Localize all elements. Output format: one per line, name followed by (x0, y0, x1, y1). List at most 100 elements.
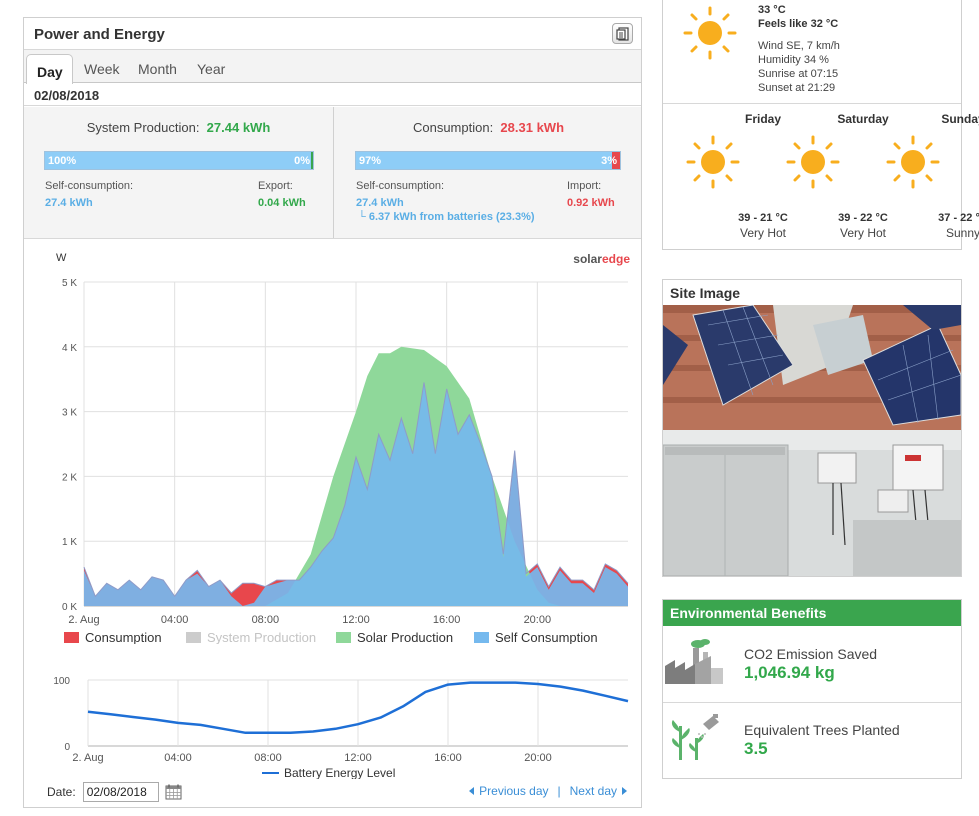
energy-summary: System Production: 27.44 kWh 100% 0% Sel… (24, 107, 641, 239)
import-label: Import: (567, 180, 602, 192)
production-summary: System Production: 27.44 kWh 100% 0% Sel… (24, 107, 334, 238)
legend-swatch-system-production (186, 632, 201, 643)
production-export-percent: 0% (294, 155, 310, 167)
y-tick-label: 3 K (62, 408, 77, 419)
power-energy-panel: Power and Energy Day Week Month Year 02/… (23, 17, 642, 808)
tab-year[interactable]: Year (197, 61, 226, 77)
sun-icon (786, 135, 840, 189)
co2-row: CO2 Emission Saved 1,046.94 kg (663, 626, 961, 703)
env-title: Environmental Benefits (663, 600, 961, 626)
solaredge-logo: solaredge (573, 252, 630, 266)
consumption-label: Consumption: (412, 120, 494, 135)
site-photo[interactable] (663, 305, 961, 576)
legend-swatch-consumption (64, 632, 79, 643)
site-image-title: Site Image (670, 285, 741, 301)
export-value: 0.04 kWh (258, 197, 306, 209)
site-image-panel: Site Image (662, 279, 962, 577)
battery-x-tick-label: 20:00 (524, 752, 552, 764)
wind: Wind SE, 7 km/h (758, 40, 840, 52)
consumption-value: 28.31 kWh (500, 120, 565, 135)
co2-value: 1,046.94 kg (744, 663, 835, 682)
forecast: Friday 39 - 21 °C Very Hot Saturday (663, 103, 979, 250)
factory-icon (665, 639, 723, 684)
self-consumption-area (84, 382, 628, 606)
weather-panel: 33 °C Feels like 32 °C Wind SE, 7 km/h H… (662, 0, 979, 250)
sunrise: Sunrise at 07:15 (758, 68, 839, 80)
selected-date: 02/08/2018 (34, 88, 100, 103)
humidity: Humidity 34 % (758, 54, 829, 66)
production-value: 27.44 kWh (206, 120, 271, 135)
panel-title: Power and Energy (34, 26, 165, 43)
consumption-self-value: 27.4 kWh (356, 197, 404, 209)
sun-icon (686, 135, 740, 189)
chart-legend: Consumption System Production Solar Prod… (64, 628, 624, 644)
y-tick-label: 4 K (62, 343, 77, 354)
consumption-self-label: Self-consumption: (356, 180, 445, 192)
export-document-icon (615, 26, 629, 41)
environmental-benefits-panel: Environmental Benefits CO2 Emission Save… (662, 599, 962, 779)
production-self-label: Self-consumption: (45, 180, 134, 192)
tab-day[interactable]: Day (26, 54, 73, 84)
consumption-line (83, 382, 629, 598)
legend-label-consumption: Consumption (85, 630, 162, 644)
tab-week[interactable]: Week (84, 61, 120, 77)
forecast-desc: Very Hot (739, 226, 787, 240)
date-picker-label: Date: (47, 785, 76, 799)
current-temp: 33 °C (758, 4, 786, 16)
date-input[interactable] (82, 782, 159, 802)
sun-icon (886, 135, 940, 189)
import-value: 0.92 kWh (567, 197, 615, 209)
consumption-bar: 97% 3% (355, 151, 621, 170)
battery-y-tick-label: 0 (64, 742, 70, 753)
period-tabs: Day Week Month Year (24, 50, 641, 84)
forecast-desc: Sunny (945, 226, 979, 240)
trees-label: Equivalent Trees Planted (744, 722, 900, 738)
battery-chart[interactable]: 0 100 2. Aug 04:00 08:00 12:00 16:00 20:00 Batte… (24, 654, 641, 779)
legend-consumption[interactable]: Consumption (64, 630, 162, 644)
forecast-temp: 39 - 22 °C (838, 212, 888, 224)
production-label: System Production: (86, 120, 200, 135)
forecast-temp: 39 - 21 °C (738, 212, 788, 224)
production-bar: 100% 0% (44, 151, 314, 170)
trees-value: 3.5 (744, 739, 768, 758)
battery-x-tick-label: 2. Aug (72, 752, 103, 764)
forecast-desc: Very Hot (839, 226, 887, 240)
production-export-segment (311, 152, 313, 169)
tab-month[interactable]: Month (138, 61, 177, 77)
panel-header: Power and Energy (24, 18, 641, 50)
battery-x-tick-label: 08:00 (254, 752, 282, 764)
battery-x-tick-label: 04:00 (164, 752, 192, 764)
battery-x-tick-label: 16:00 (434, 752, 462, 764)
consumption-self-percent: 97% (359, 155, 382, 167)
x-tick-label: 20:00 (524, 614, 552, 626)
y-axis-unit: W (56, 252, 67, 264)
next-day-link[interactable]: Next day (569, 784, 617, 798)
production-title: System Production: 27.44 kWh (24, 120, 333, 135)
battery-level-line (87, 681, 629, 735)
legend-solar-production[interactable]: Solar Production (336, 630, 453, 644)
consumption-import-percent: 3% (601, 155, 617, 167)
battery-y-tick-label: 100 (53, 676, 70, 687)
x-tick-label: 16:00 (433, 614, 461, 626)
date-row: 02/08/2018 (24, 84, 641, 106)
production-self-value: 27.4 kWh (45, 197, 93, 209)
legend-system-production[interactable]: System Production (186, 630, 316, 644)
export-button[interactable] (612, 23, 633, 44)
x-tick-label: 12:00 (342, 614, 370, 626)
previous-day-link[interactable]: Previous day (479, 784, 549, 798)
co2-label: CO2 Emission Saved (744, 646, 878, 662)
legend-label-system-production: System Production (207, 630, 317, 644)
date-picker-row: Date: (47, 782, 182, 802)
consumption-import-segment (612, 152, 620, 169)
legend-swatch-solar-production (336, 632, 351, 643)
y-tick-label: 0 K (62, 602, 77, 613)
y-tick-label: 5 K (62, 278, 77, 289)
consumption-summary: Consumption: 28.31 kWh 97% 3% Self-consu… (335, 107, 642, 238)
feels-like: Feels like 32 °C (758, 18, 839, 30)
caret-right-icon (622, 787, 627, 795)
sunset: Sunset at 21:29 (758, 82, 836, 94)
export-label: Export: (258, 180, 293, 192)
legend-self-consumption[interactable]: Self Consumption (474, 630, 598, 644)
calendar-icon[interactable] (165, 784, 182, 800)
